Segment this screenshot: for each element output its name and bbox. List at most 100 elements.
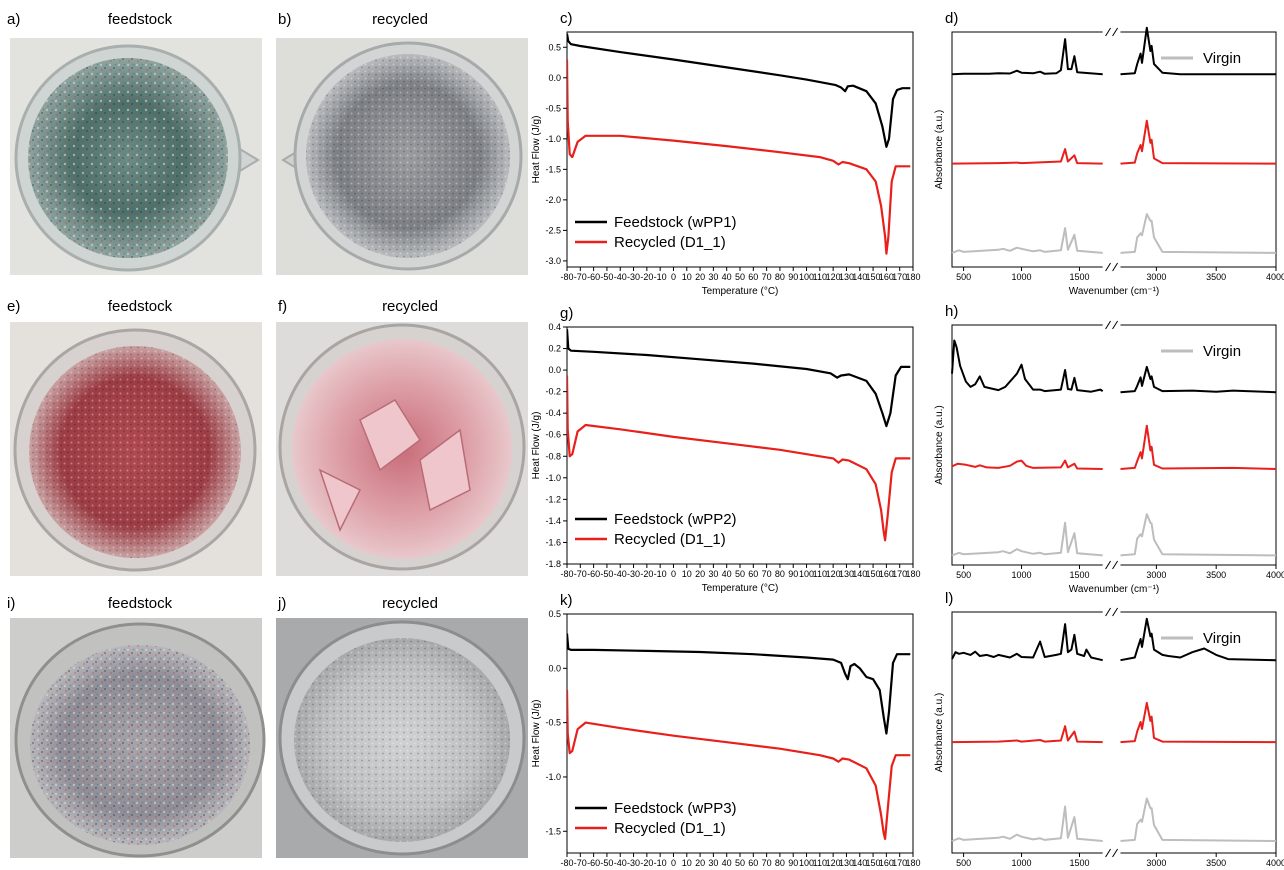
x-tick-label: 500 bbox=[956, 858, 971, 868]
x-tick-label: 1500 bbox=[1069, 570, 1089, 580]
x-tick-label: -40 bbox=[614, 272, 627, 282]
panel-label-e: e) bbox=[7, 298, 20, 315]
virgin-spectrum-left bbox=[951, 227, 1103, 254]
x-tick-label: 40 bbox=[722, 858, 732, 868]
x-tick-label: -80 bbox=[560, 569, 573, 579]
panel-label-c: c) bbox=[560, 10, 573, 27]
virgin-spectrum-right bbox=[1120, 213, 1277, 254]
y-tick-label: -1.4 bbox=[545, 516, 561, 526]
recycled-curve bbox=[567, 689, 911, 840]
legend-label: Virgin bbox=[1203, 50, 1241, 67]
photo-panel-i: i) feedstock bbox=[7, 595, 266, 858]
y-tick-label: -1.6 bbox=[545, 537, 561, 547]
x-tick-label: -80 bbox=[560, 272, 573, 282]
x-tick-label: 90 bbox=[788, 569, 798, 579]
x-tick-label: -10 bbox=[654, 272, 667, 282]
chart-panel-g: g) -80 -70 -60 -50 -40 -30 -20 -10 0 10 20 30 40 50 60 7… bbox=[531, 305, 921, 594]
chart-panel-k: k) -80 -70 -60 -50 -40 -30 -20 -10 0 10 20 30 40 50 60 7… bbox=[531, 592, 921, 868]
x-tick-label: -80 bbox=[560, 858, 573, 868]
x-tick-label: 30 bbox=[708, 272, 718, 282]
x-tick-label: 3000 bbox=[1146, 570, 1166, 580]
plot-frame-left bbox=[951, 611, 1103, 854]
x-tick-label: 140 bbox=[852, 569, 867, 579]
x-tick-label: -30 bbox=[627, 858, 640, 868]
x-tick-label: 80 bbox=[775, 858, 785, 868]
x-tick-label: 40 bbox=[722, 272, 732, 282]
x-tick-label: 180 bbox=[905, 569, 920, 579]
x-tick-label: 1500 bbox=[1069, 272, 1089, 282]
y-tick-label: -1.0 bbox=[545, 772, 561, 782]
x-tick-label: -20 bbox=[640, 858, 653, 868]
plot-frame-right bbox=[1120, 31, 1277, 268]
feedstock-spectrum-right bbox=[1120, 617, 1277, 662]
x-tick-label: -10 bbox=[654, 858, 667, 868]
photo-panel-b: b) recycled bbox=[276, 11, 528, 275]
x-axis-label: Temperature (°C) bbox=[702, 583, 779, 594]
x-tick-label: 3500 bbox=[1206, 272, 1226, 282]
feedstock-spectrum-left bbox=[951, 623, 1103, 662]
x-tick-label: 80 bbox=[775, 569, 785, 579]
x-tick-label: 3500 bbox=[1206, 858, 1226, 868]
recycled-curve bbox=[567, 59, 911, 255]
photo-title-j: recycled bbox=[382, 595, 438, 612]
x-tick-label: 130 bbox=[839, 858, 854, 868]
x-tick-label: 160 bbox=[879, 858, 894, 868]
x-tick-label: 120 bbox=[826, 569, 841, 579]
y-axis-label: Absorbance (a.u.) bbox=[934, 693, 945, 773]
y-tick-label: -0.5 bbox=[545, 103, 561, 113]
x-tick-label: 20 bbox=[695, 858, 705, 868]
axis-break-mark bbox=[1105, 262, 1118, 272]
x-tick-label: 130 bbox=[839, 272, 854, 282]
x-tick-label: 130 bbox=[839, 569, 854, 579]
x-tick-label: 100 bbox=[799, 569, 814, 579]
x-tick-label: 100 bbox=[799, 272, 814, 282]
x-tick-label: -30 bbox=[627, 272, 640, 282]
x-tick-label: -40 bbox=[614, 858, 627, 868]
panel-label-a: a) bbox=[7, 11, 20, 28]
x-tick-label: 3000 bbox=[1146, 272, 1166, 282]
axis-break-mark bbox=[1105, 320, 1118, 330]
panel-label-h: h) bbox=[945, 303, 958, 320]
plot-frame-right bbox=[1120, 611, 1277, 854]
x-tick-label: 170 bbox=[892, 272, 907, 282]
axis-break-mark bbox=[1105, 607, 1118, 617]
flake-texture bbox=[28, 58, 228, 258]
y-tick-label: -0.8 bbox=[545, 451, 561, 461]
x-tick-label: 110 bbox=[813, 272, 827, 282]
x-tick-label: 3500 bbox=[1206, 570, 1226, 580]
x-tick-label: -10 bbox=[654, 569, 667, 579]
legend-label: Recycled (D1_1) bbox=[614, 234, 726, 251]
x-tick-label: 40 bbox=[722, 569, 732, 579]
y-tick-label: 0.4 bbox=[548, 322, 561, 332]
x-tick-label: 10 bbox=[682, 569, 692, 579]
y-tick-label: -1.8 bbox=[545, 559, 561, 569]
axis-break-mark bbox=[1105, 848, 1118, 858]
x-tick-label: 60 bbox=[748, 569, 758, 579]
crumb-texture bbox=[294, 638, 510, 842]
virgin-spectrum-right bbox=[1120, 797, 1277, 842]
y-tick-label: 0.5 bbox=[548, 609, 561, 619]
x-tick-label: 150 bbox=[866, 858, 881, 868]
x-tick-label: 20 bbox=[695, 569, 705, 579]
x-tick-label: 90 bbox=[788, 272, 798, 282]
photo-panel-a: a) feedstock bbox=[7, 11, 262, 275]
x-tick-label: 80 bbox=[775, 272, 785, 282]
chart-panel-l: l) 500 1000 1500 3000 3500 4000 Absorbance (a.u… bbox=[934, 590, 1284, 868]
x-tick-label: 180 bbox=[905, 858, 920, 868]
x-tick-label: 110 bbox=[813, 569, 827, 579]
x-tick-label: 1000 bbox=[1012, 858, 1032, 868]
x-tick-label: 150 bbox=[866, 272, 881, 282]
x-tick-label: 70 bbox=[762, 858, 772, 868]
photo-panel-f: f) recycled bbox=[276, 298, 528, 576]
x-tick-label: 0 bbox=[671, 272, 676, 282]
y-tick-label: -3.0 bbox=[545, 256, 561, 266]
x-tick-label: 160 bbox=[879, 569, 894, 579]
feedstock-spectrum-right bbox=[1120, 365, 1277, 394]
feedstock-spectrum-right bbox=[1120, 26, 1276, 76]
y-tick-label: 0.0 bbox=[548, 73, 561, 83]
x-tick-label: 70 bbox=[762, 272, 772, 282]
panel-label-l: l) bbox=[945, 590, 953, 607]
x-tick-label: -50 bbox=[600, 569, 613, 579]
recycled-spectrum-right bbox=[1120, 701, 1277, 744]
x-tick-label: 10 bbox=[682, 272, 692, 282]
